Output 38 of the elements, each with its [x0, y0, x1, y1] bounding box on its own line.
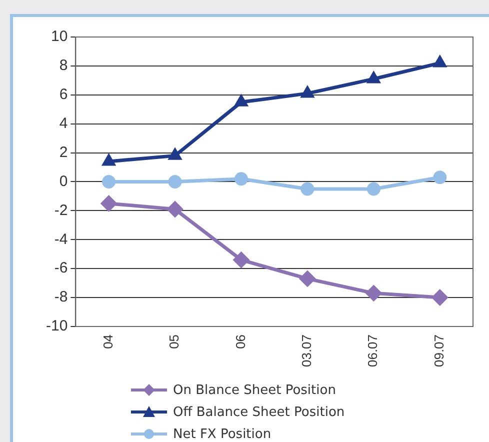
x-tick-label: 06.07 [365, 334, 380, 368]
y-tick-label: 6 [59, 86, 68, 104]
point [102, 154, 115, 166]
point [432, 290, 448, 306]
y-tick-label: -4 [54, 230, 68, 248]
point [168, 148, 182, 160]
point [102, 174, 116, 188]
point [433, 170, 447, 184]
legend-label: Net FX Position [173, 426, 272, 442]
point [366, 182, 380, 196]
y-tick-label: -6 [54, 260, 68, 277]
y-tick-label: 10 [50, 28, 68, 46]
legend-label: On Blance Sheet Position [173, 382, 336, 398]
x-tick-label: 03.07 [299, 334, 314, 368]
y-tick-label: 8 [59, 57, 68, 74]
point [167, 201, 183, 217]
point [234, 172, 248, 186]
point [101, 196, 117, 212]
x-tick-label: 06 [232, 334, 248, 349]
point [434, 56, 446, 68]
y-tick-label: 2 [59, 144, 68, 161]
point [168, 174, 182, 188]
point [301, 86, 314, 98]
point [366, 285, 382, 301]
legend-label: Off Balance Sheet Position [173, 404, 345, 420]
point [235, 95, 248, 106]
y-tick-label: 4 [59, 114, 68, 132]
point [300, 182, 314, 196]
point [300, 270, 316, 286]
point [233, 252, 249, 268]
x-tick-label: 04 [100, 334, 116, 349]
x-tick-label: 05 [166, 334, 182, 349]
y-tick-label: -8 [54, 288, 68, 306]
point [368, 72, 380, 84]
x-tick-label: 09.07 [431, 334, 446, 368]
y-tick-label: 0 [59, 172, 68, 190]
y-tick-label: -10 [46, 318, 68, 335]
y-tick-label: -2 [54, 202, 68, 219]
